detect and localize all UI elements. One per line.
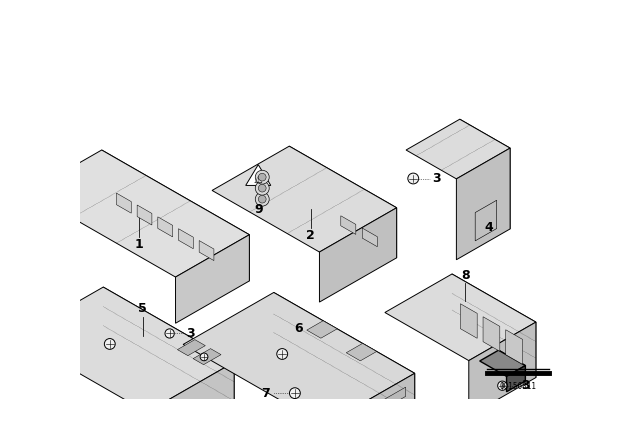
Circle shape — [289, 388, 300, 399]
Polygon shape — [499, 350, 525, 381]
Polygon shape — [319, 208, 397, 302]
Circle shape — [259, 195, 266, 203]
Circle shape — [259, 184, 266, 192]
Polygon shape — [456, 148, 510, 260]
Polygon shape — [324, 373, 415, 448]
Circle shape — [408, 173, 419, 184]
Polygon shape — [158, 217, 173, 237]
Circle shape — [255, 170, 269, 184]
Text: 4: 4 — [484, 220, 493, 233]
Circle shape — [255, 181, 269, 195]
Circle shape — [498, 381, 507, 390]
Polygon shape — [28, 150, 250, 277]
Polygon shape — [506, 366, 525, 392]
Text: 7: 7 — [261, 387, 270, 400]
Polygon shape — [452, 274, 536, 378]
Circle shape — [255, 192, 269, 206]
Text: 3: 3 — [432, 172, 441, 185]
Text: 2: 2 — [307, 229, 315, 242]
Polygon shape — [177, 340, 205, 356]
Circle shape — [276, 349, 287, 359]
Polygon shape — [468, 322, 536, 416]
Polygon shape — [460, 119, 510, 229]
Polygon shape — [116, 193, 131, 213]
Polygon shape — [406, 119, 510, 179]
Polygon shape — [16, 287, 234, 412]
Circle shape — [104, 339, 115, 349]
Polygon shape — [460, 304, 477, 338]
Polygon shape — [369, 401, 406, 431]
Polygon shape — [147, 362, 234, 448]
Polygon shape — [480, 350, 525, 376]
Polygon shape — [199, 241, 214, 261]
Polygon shape — [193, 349, 221, 365]
Polygon shape — [385, 274, 536, 361]
Polygon shape — [369, 414, 406, 444]
Text: 9: 9 — [254, 203, 262, 216]
Polygon shape — [274, 293, 415, 435]
Text: 1: 1 — [134, 238, 143, 251]
Polygon shape — [183, 293, 415, 425]
Polygon shape — [475, 200, 497, 241]
Polygon shape — [137, 205, 152, 225]
Text: ⚠: ⚠ — [254, 175, 262, 185]
Polygon shape — [483, 317, 500, 351]
Polygon shape — [289, 146, 397, 258]
Text: 3: 3 — [521, 379, 530, 392]
Polygon shape — [102, 150, 250, 281]
Text: 5: 5 — [138, 302, 147, 315]
Text: 00156811: 00156811 — [499, 382, 536, 391]
Circle shape — [165, 329, 174, 338]
Polygon shape — [175, 235, 250, 323]
Polygon shape — [179, 228, 193, 249]
Text: 8: 8 — [461, 269, 470, 282]
Text: 6: 6 — [294, 322, 303, 335]
Polygon shape — [362, 228, 378, 247]
Circle shape — [259, 173, 266, 181]
Circle shape — [200, 353, 208, 361]
Polygon shape — [307, 321, 337, 338]
Text: 3: 3 — [186, 327, 195, 340]
Polygon shape — [369, 387, 406, 417]
Polygon shape — [212, 146, 397, 252]
Polygon shape — [346, 344, 377, 361]
Polygon shape — [246, 165, 271, 185]
Polygon shape — [369, 428, 406, 448]
Polygon shape — [506, 330, 522, 364]
Polygon shape — [340, 216, 356, 234]
Polygon shape — [103, 287, 234, 420]
